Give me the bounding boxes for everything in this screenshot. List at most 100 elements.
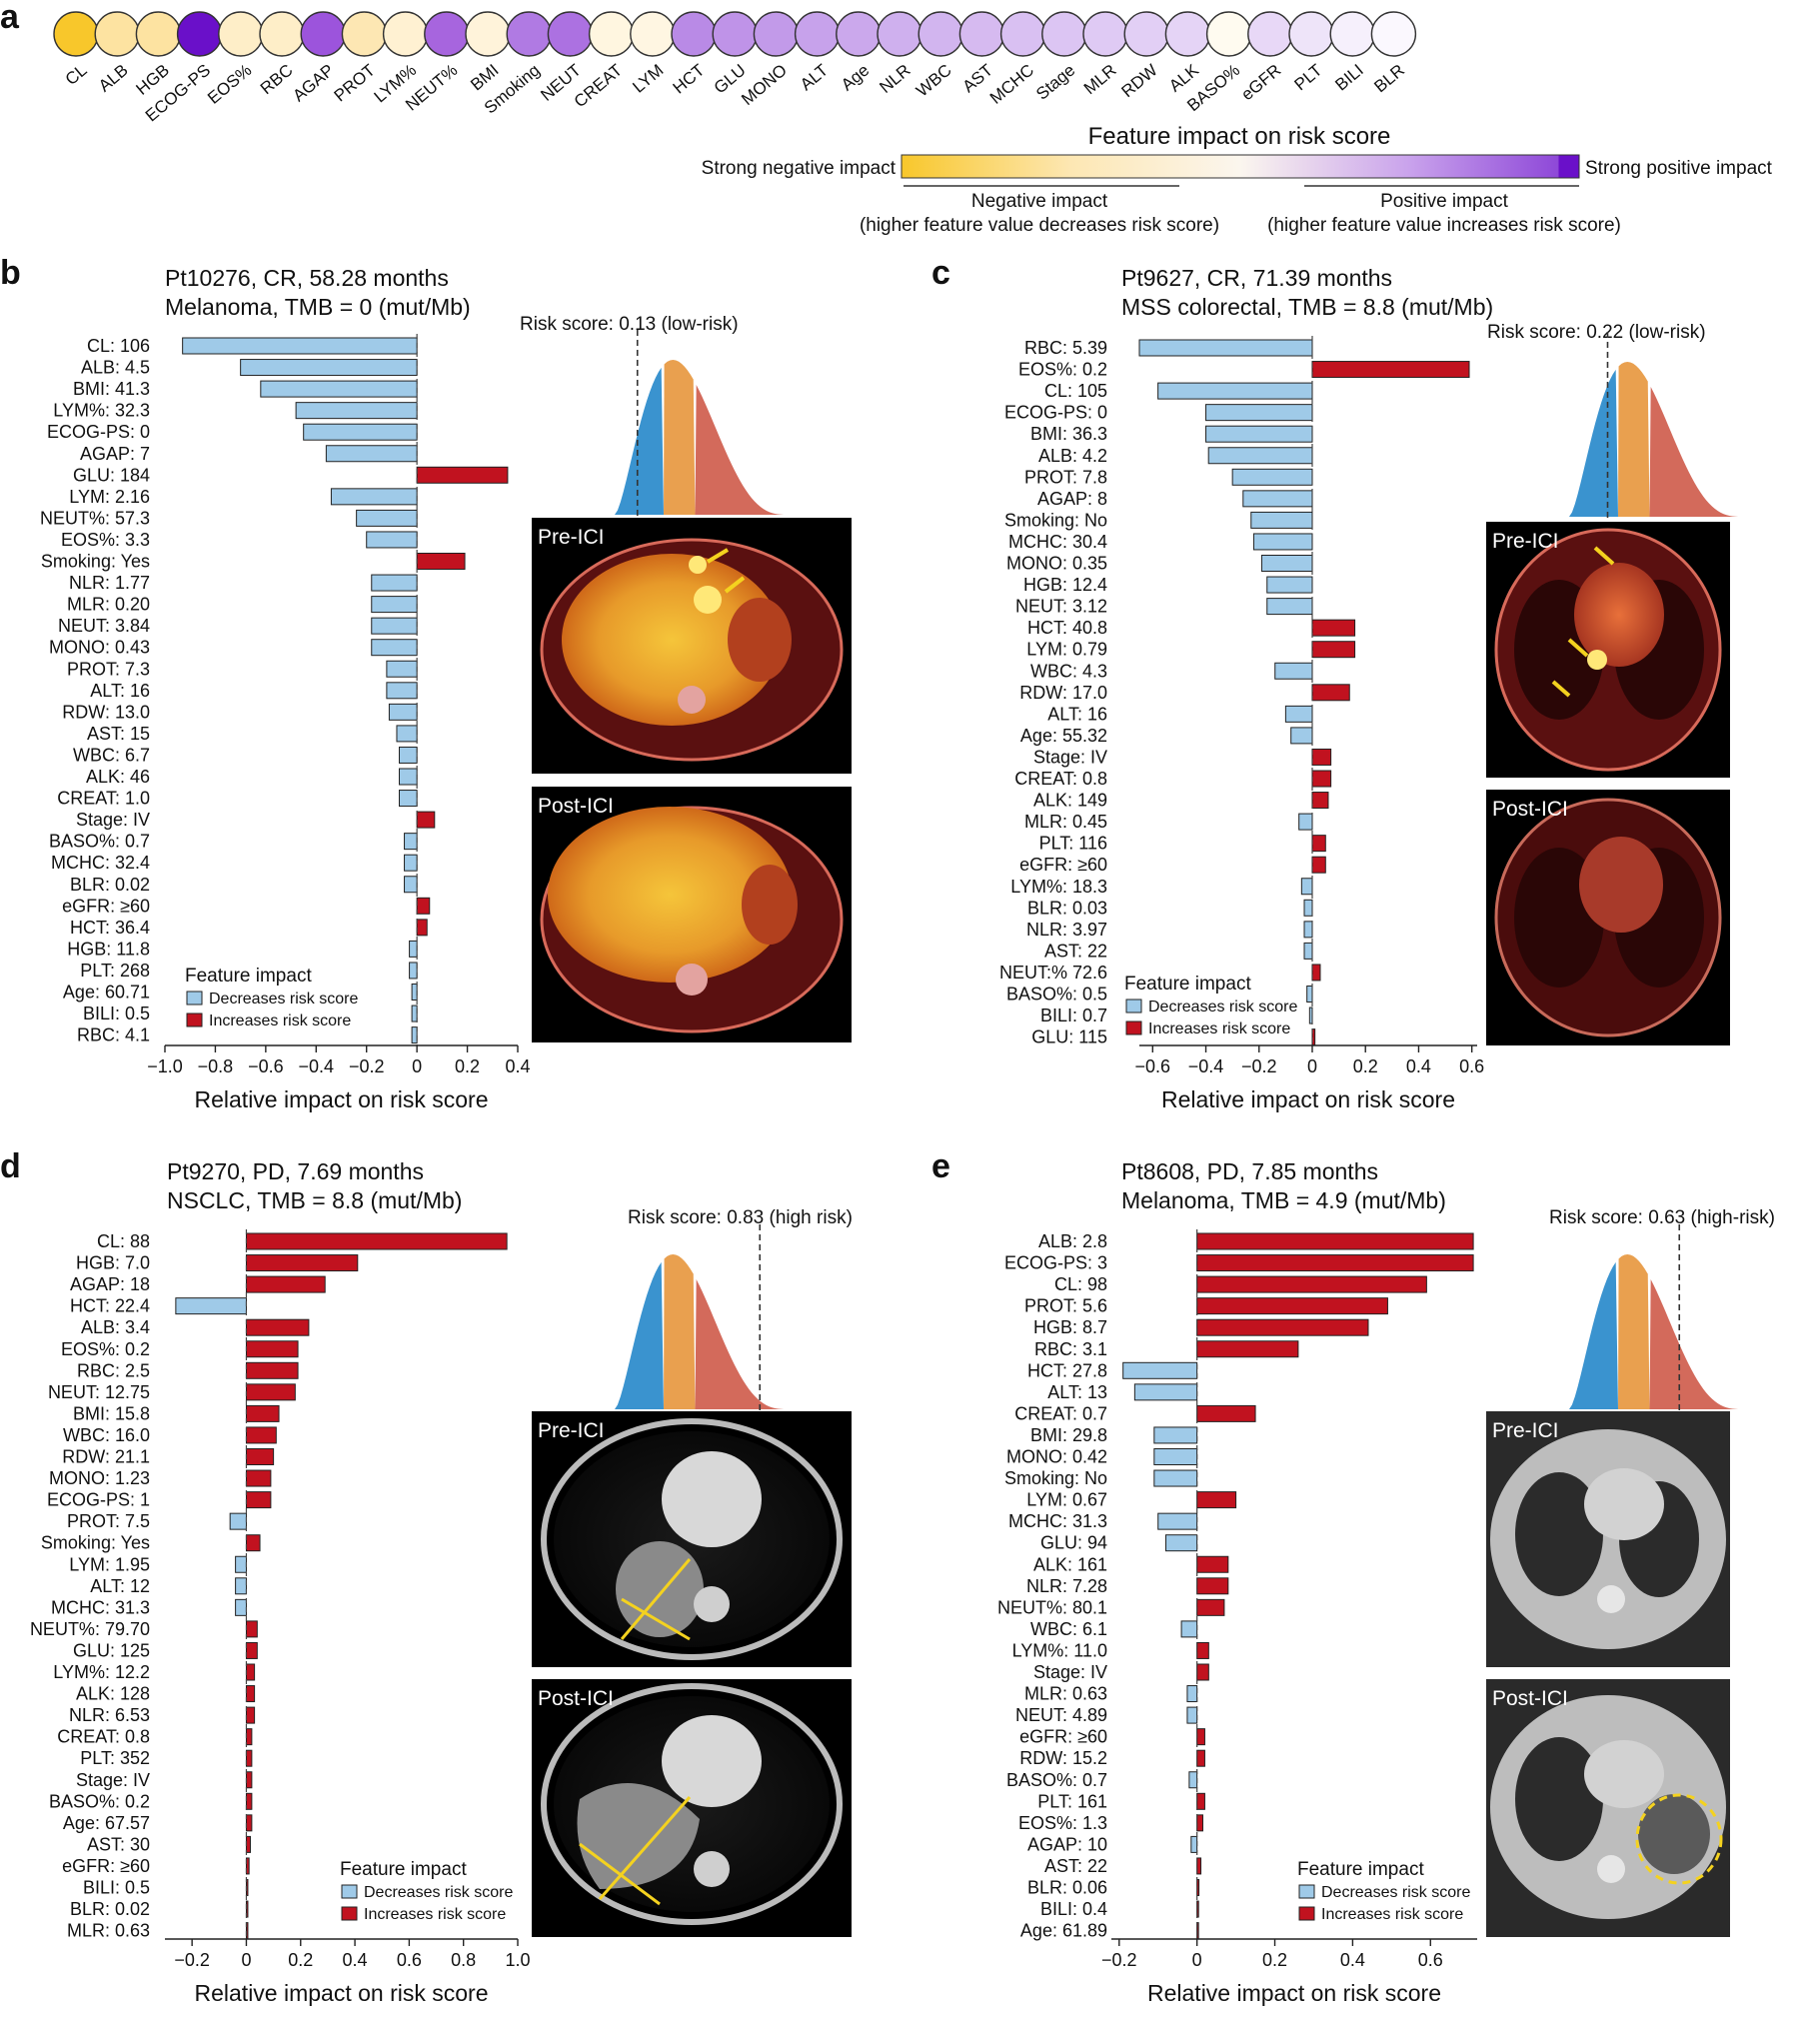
feature-circle bbox=[836, 11, 882, 57]
bar-label: NEUT: 12.75 bbox=[48, 1382, 150, 1402]
bar-label: PROT: 7.5 bbox=[67, 1511, 150, 1531]
feature-circle bbox=[753, 11, 800, 57]
legend-swatch-increase bbox=[1125, 1020, 1142, 1035]
bar-label: BASO%: 0.2 bbox=[49, 1791, 150, 1811]
bar bbox=[411, 1026, 418, 1044]
bar bbox=[1186, 1685, 1198, 1703]
feature-circle bbox=[94, 11, 140, 57]
bar bbox=[416, 553, 466, 570]
bar-label: MONO: 0.43 bbox=[49, 638, 150, 658]
legend-label-increase: Increases risk score bbox=[364, 1906, 506, 1923]
x-tick-label: 0.4 bbox=[1340, 1950, 1365, 1970]
bar bbox=[1298, 813, 1313, 831]
risk-distribution-low bbox=[615, 1261, 664, 1409]
bar bbox=[1196, 1275, 1427, 1293]
feature-circle bbox=[465, 11, 511, 57]
bar-label: GLU: 184 bbox=[73, 465, 150, 485]
feature-circle bbox=[1041, 11, 1087, 57]
bar bbox=[371, 596, 418, 614]
bar-label: ALK: 149 bbox=[1033, 791, 1107, 811]
panel-c-pre-label: Pre-ICI bbox=[1492, 530, 1559, 553]
bar-label: ALT: 12 bbox=[90, 1576, 150, 1596]
bar-label: MCHC: 31.3 bbox=[1008, 1511, 1107, 1531]
risk-distribution-mid bbox=[1618, 1254, 1650, 1409]
legend-swatch-decrease bbox=[1298, 1884, 1315, 1899]
feature-circle bbox=[1288, 11, 1334, 57]
bar-label: NEUT:% 72.6 bbox=[999, 963, 1107, 983]
panel-d-letter: d bbox=[0, 1147, 21, 1185]
bar bbox=[1266, 576, 1313, 594]
bar-label: NEUT%: 57.3 bbox=[40, 508, 150, 528]
panel-subtitle: NSCLC, TMB = 8.8 (mut/Mb) bbox=[167, 1187, 462, 1213]
bar bbox=[404, 876, 418, 894]
bar-label: ALB: 2.8 bbox=[1038, 1231, 1107, 1251]
bar bbox=[1196, 1900, 1199, 1918]
panel-subtitle: Melanoma, TMB = 4.9 (mut/Mb) bbox=[1121, 1187, 1446, 1213]
feature-circle bbox=[1247, 11, 1293, 57]
bar bbox=[1274, 662, 1313, 680]
feature-circle bbox=[1370, 11, 1417, 57]
bar-label: ECOG-PS: 1 bbox=[47, 1490, 150, 1510]
x-tick-label: −0.6 bbox=[1135, 1056, 1171, 1076]
panel-b-pre-ici-image bbox=[532, 518, 852, 774]
bar bbox=[295, 402, 418, 420]
bar bbox=[235, 1555, 247, 1573]
bar-label: EOS%: 0.2 bbox=[1018, 360, 1107, 380]
bar bbox=[1260, 555, 1313, 572]
bar-label: BLR: 0.06 bbox=[1027, 1878, 1107, 1898]
legend-title: Feature impact bbox=[340, 1859, 467, 1880]
bar-label: eGFR: ≥60 bbox=[1019, 855, 1107, 875]
x-tick-label: 0.2 bbox=[288, 1950, 313, 1970]
bar bbox=[1242, 490, 1313, 508]
bar-label: ALB: 4.5 bbox=[81, 358, 150, 378]
feature-circle-label: MONO bbox=[738, 61, 791, 110]
feature-circle bbox=[588, 11, 635, 57]
bar bbox=[1303, 942, 1313, 960]
bar bbox=[1196, 1577, 1229, 1595]
bar-label: HGB: 12.4 bbox=[1023, 575, 1107, 595]
bar bbox=[245, 1491, 272, 1509]
feature-circle bbox=[999, 11, 1046, 57]
bar bbox=[245, 1469, 272, 1487]
bar-label: LYM%: 12.2 bbox=[53, 1662, 150, 1682]
bar-label: ALK: 161 bbox=[1033, 1554, 1107, 1574]
x-tick-label: 0.2 bbox=[1262, 1950, 1287, 1970]
bar bbox=[404, 833, 418, 851]
bar bbox=[1311, 361, 1470, 379]
bar bbox=[1311, 835, 1326, 853]
bar bbox=[245, 1340, 299, 1358]
feature-circle bbox=[53, 11, 99, 57]
x-tick-label: 0.8 bbox=[451, 1950, 476, 1970]
positive-bracket-note: (higher feature value increases risk sco… bbox=[1267, 215, 1621, 236]
bar-label: RDW: 21.1 bbox=[62, 1447, 150, 1467]
panel-e-post-ici-image bbox=[1486, 1679, 1730, 1937]
bar-label: CL: 105 bbox=[1044, 381, 1107, 401]
bar-label: WBC: 4.3 bbox=[1030, 661, 1107, 681]
risk-score-label: Risk score: 0.63 (high-risk) bbox=[1549, 1207, 1775, 1228]
panel-d-post-label: Post-ICI bbox=[538, 1687, 614, 1710]
bar-label: PROT: 7.3 bbox=[67, 659, 150, 679]
bar bbox=[245, 1835, 252, 1853]
bar-label: LYM: 0.79 bbox=[1026, 640, 1107, 660]
bar bbox=[1196, 1254, 1474, 1272]
bar-label: CREAT: 0.7 bbox=[1014, 1403, 1107, 1423]
bar bbox=[1311, 964, 1321, 982]
positive-bracket-label: Positive impact bbox=[1380, 191, 1508, 212]
bar bbox=[1205, 425, 1313, 443]
feature-circle bbox=[424, 11, 470, 57]
x-tick-label: −0.4 bbox=[299, 1056, 335, 1076]
feature-circle bbox=[259, 11, 305, 57]
bar bbox=[245, 1426, 277, 1444]
bar-label: Smoking: Yes bbox=[41, 552, 150, 572]
bar-label: MLR: 0.45 bbox=[1024, 812, 1107, 832]
bar bbox=[1157, 1512, 1198, 1530]
legend-swatch-increase bbox=[341, 1906, 358, 1921]
x-tick-label: 0 bbox=[412, 1056, 422, 1076]
bar-label: PLT: 268 bbox=[80, 961, 150, 981]
bar-label: AGAP: 8 bbox=[1037, 489, 1107, 509]
bar bbox=[303, 423, 418, 441]
feature-circle bbox=[547, 11, 594, 57]
feature-circle-label: EOS% bbox=[204, 61, 255, 108]
bar bbox=[245, 1232, 508, 1250]
bar-label: Stage: IV bbox=[76, 810, 150, 830]
